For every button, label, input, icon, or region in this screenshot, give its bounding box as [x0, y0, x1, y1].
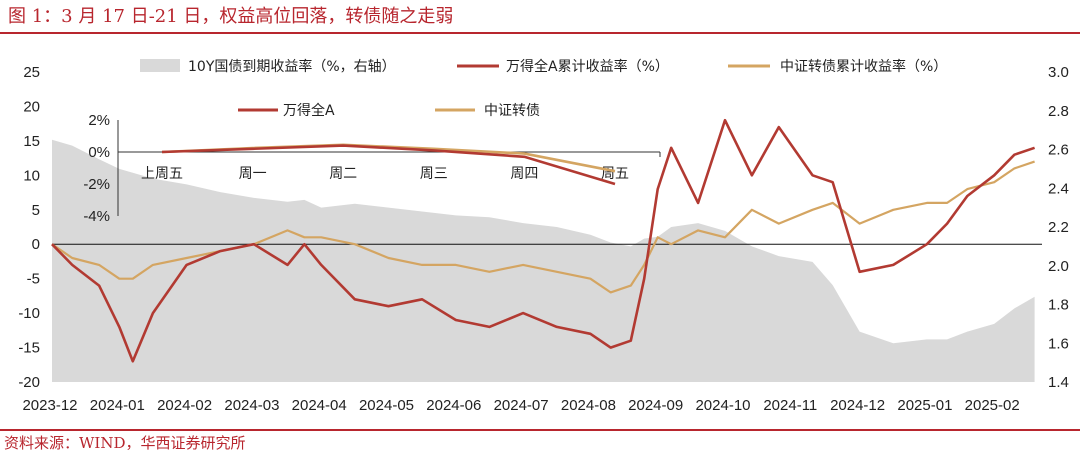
x-axis-tick-label: 2024-08	[561, 397, 616, 414]
x-axis-tick-label: 2024-06	[426, 397, 481, 414]
inset-x-tick-label: 周一	[239, 166, 267, 182]
inset-y-tick-label: 2%	[88, 112, 110, 129]
x-axis-tick-label: 2024-07	[494, 397, 549, 414]
left-axis-tick-label: -15	[18, 340, 40, 357]
main-lines	[51, 118, 1036, 363]
x-axis-tick-label: 2023-12	[22, 397, 77, 414]
series-10y-yield-area	[52, 139, 1035, 382]
main-tick-labels: 25 20 15 10 5 0 -5 -10 -15 -20 3.0 2.8 2.6 2.4 2.2 2.0 1…	[18, 64, 1069, 414]
title-rule	[0, 32, 1080, 34]
left-axis-tick-label: -10	[18, 305, 40, 322]
right-axis-tick-label: 2.6	[1048, 142, 1069, 159]
x-axis-tick-label: 2024-02	[157, 397, 212, 414]
bond-yield-area-layer	[52, 139, 1035, 382]
left-axis-tick-label: -5	[27, 271, 40, 288]
legend-label: 中证转债累计收益率（%）	[780, 58, 947, 75]
x-axis-tick-label: 2024-11	[763, 397, 817, 414]
left-axis-tick-label: 15	[23, 133, 40, 150]
series-wind-all-a-line	[51, 118, 1036, 363]
left-axis-tick-label: 5	[32, 202, 40, 219]
x-axis-tick-label: 2024-04	[292, 397, 347, 414]
right-axis-tick-label: 2.2	[1048, 219, 1069, 236]
legend-swatch-10y-yield	[140, 59, 180, 72]
right-axis-tick-label: 1.8	[1048, 297, 1069, 314]
source-rule	[0, 429, 1080, 431]
inset-x-tick-label: 周三	[420, 166, 448, 182]
x-axis-tick-label: 2024-10	[695, 397, 750, 414]
x-axis-tick-label: 2024-01	[90, 397, 145, 414]
x-axis-tick-label: 2025-01	[897, 397, 952, 414]
right-axis-tick-label: 2.4	[1048, 180, 1069, 197]
left-axis-tick-label: 20	[23, 98, 40, 115]
main-legend: 10Y国债到期收益率（%，右轴） 万得全A累计收益率（%） 中证转债累计收益率（%）	[140, 58, 947, 75]
right-axis-tick-label: 2.8	[1048, 103, 1069, 120]
inset-x-tick-label: 上周五	[141, 166, 183, 182]
source-note: 资料来源：WIND，华西证券研究所	[4, 434, 246, 452]
legend-label: 10Y国债到期收益率（%，右轴）	[188, 58, 396, 75]
right-axis-tick-label: 1.6	[1048, 335, 1069, 352]
figure-title: 图 1：3 月 17 日-21 日，权益高位回落，转债随之走弱	[8, 6, 454, 27]
legend-label: 万得全A累计收益率（%）	[506, 58, 669, 75]
left-axis-tick-label: 10	[23, 167, 40, 184]
inset-legend-label: 中证转债	[484, 103, 540, 119]
main-chart: 25 20 15 10 5 0 -5 -10 -15 -20 3.0 2.8 2.6 2.4 2.2 2.0 1…	[18, 58, 1069, 414]
left-axis-tick-label: 25	[23, 64, 40, 81]
inset-y-tick-label: -2%	[83, 176, 110, 193]
x-axis-tick-label: 2024-05	[359, 397, 414, 414]
x-axis-tick-label: 2024-03	[224, 397, 279, 414]
left-axis-tick-label: 0	[32, 236, 40, 253]
right-axis-tick-label: 1.4	[1048, 374, 1069, 391]
inset-wind-all-a-line	[161, 144, 616, 186]
inset-y-tick-label: 0%	[88, 144, 110, 161]
inset-x-tick-label: 周四	[510, 166, 538, 182]
inset-y-tick-label: -4%	[83, 208, 110, 225]
left-axis-tick-label: -20	[18, 374, 40, 391]
x-axis-tick-label: 2024-09	[628, 397, 683, 414]
inset-x-tick-label: 周二	[329, 166, 357, 182]
series-csi-cb-line	[51, 160, 1035, 294]
right-axis-tick-label: 3.0	[1048, 64, 1069, 81]
inset-legend-label: 万得全A	[283, 102, 335, 119]
x-axis-tick-label: 2024-12	[830, 397, 885, 414]
x-axis-tick-label: 2025-02	[965, 397, 1020, 414]
right-axis-tick-label: 2.0	[1048, 258, 1069, 275]
